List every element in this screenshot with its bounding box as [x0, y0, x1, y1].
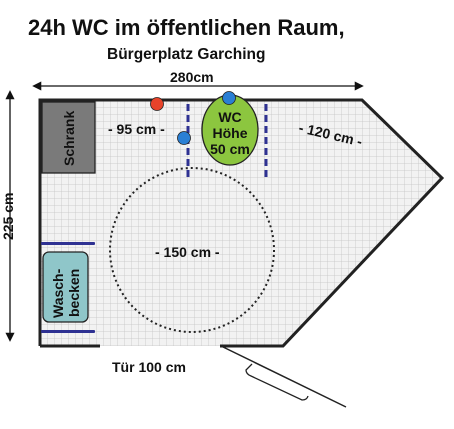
room-wall [38, 98, 445, 348]
clearance-left-label: - 95 cm - [108, 121, 165, 137]
sink-grab-bar-bottom [41, 330, 95, 333]
turning-circle-label: - 150 cm - [155, 244, 220, 260]
cabinet-label: Schrank [61, 111, 77, 166]
sink-label-line2: becken [66, 269, 82, 317]
wc-label-line3: 50 cm [210, 141, 250, 157]
red-marker [150, 97, 164, 111]
turning-circle [109, 167, 275, 333]
wc-label-line1: WC [218, 109, 241, 125]
blue-marker-top [222, 91, 236, 105]
sink-grab-bar-top [41, 242, 95, 245]
wc-label-line2: Höhe [213, 125, 248, 141]
door-label: Tür 100 cm [112, 359, 186, 375]
room-floor [40, 100, 442, 346]
blue-marker-side [177, 131, 191, 145]
sink-label-line1: Wasch- [50, 268, 66, 318]
height-label: 225 cm [0, 193, 16, 240]
door-handle [245, 363, 309, 401]
door-leaf [220, 345, 347, 408]
page-subtitle: Bürgerplatz Garching [107, 46, 265, 63]
page-title: 24h WC im öffentlichen Raum, [28, 15, 345, 40]
cabinet [41, 101, 96, 174]
width-label: 280cm [170, 69, 214, 85]
sink [42, 251, 89, 323]
